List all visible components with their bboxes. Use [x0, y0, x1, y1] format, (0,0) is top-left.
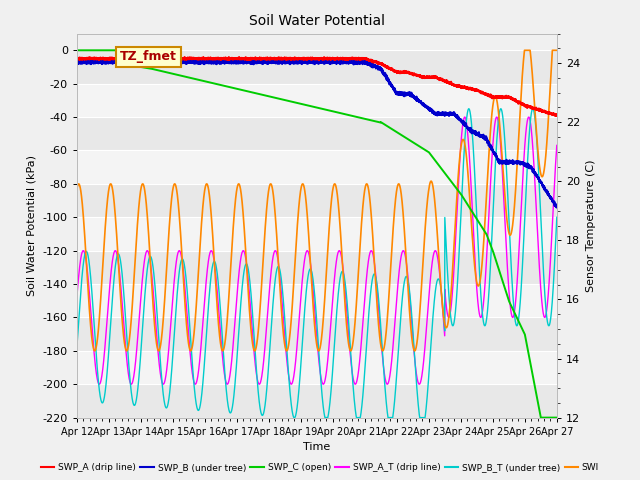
Bar	[77, 284, 557, 317]
Bar	[77, 117, 557, 150]
Bar	[77, 84, 557, 117]
Bar	[77, 251, 557, 284]
Bar	[77, 217, 557, 251]
Bar	[77, 184, 557, 217]
Bar	[77, 317, 557, 351]
X-axis label: Time: Time	[303, 442, 330, 452]
Y-axis label: Soil Water Potential (kPa): Soil Water Potential (kPa)	[27, 155, 37, 296]
Text: TZ_fmet: TZ_fmet	[120, 50, 177, 63]
Bar	[77, 150, 557, 184]
Bar	[77, 384, 557, 418]
Bar	[77, 351, 557, 384]
Title: Soil Water Potential: Soil Water Potential	[249, 14, 385, 28]
Y-axis label: Sensor Temperature (C): Sensor Temperature (C)	[586, 159, 596, 292]
Bar	[77, 50, 557, 84]
Legend: SWP_A (drip line), SWP_B (under tree), SWP_C (open), SWP_A_T (drip line), SWP_B_: SWP_A (drip line), SWP_B (under tree), S…	[37, 459, 603, 476]
